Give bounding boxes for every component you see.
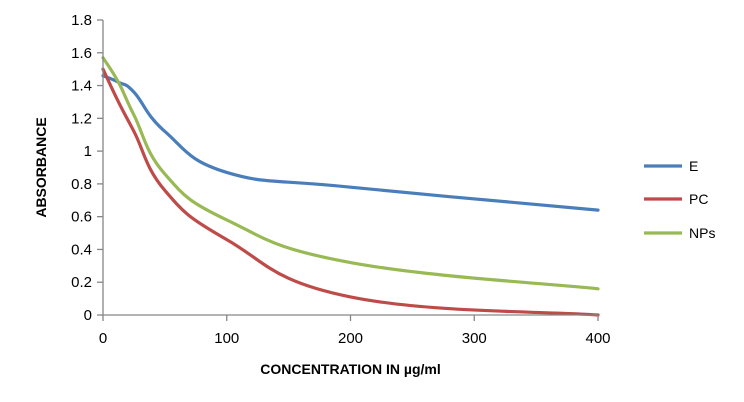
- x-tick-label: 400: [585, 330, 610, 347]
- x-tick-label: 100: [214, 330, 239, 347]
- y-tick-label: 0.2: [71, 274, 92, 291]
- y-axis-title: ABSORBANCE: [33, 117, 49, 217]
- x-axis-ticks: 0 100 200 300 400: [99, 315, 611, 347]
- y-tick-label: 1: [84, 143, 92, 160]
- legend-label-pc: PC: [689, 191, 708, 207]
- y-axis-ticks: 0 0.2 0.4 0.6 0.8 1 1.2 1.4 1.6 1.8: [71, 12, 103, 324]
- series-line-nps: [101, 56, 600, 291]
- legend-label-nps: NPs: [689, 225, 715, 241]
- x-tick-label: 0: [99, 330, 107, 347]
- y-tick-label: 0.8: [71, 176, 92, 193]
- y-tick-label: 0: [84, 307, 92, 324]
- y-tick-label: 0.4: [71, 241, 92, 258]
- plot-area: [101, 56, 600, 317]
- y-tick-label: 0.6: [71, 209, 92, 226]
- x-tick-label: 300: [462, 330, 487, 347]
- y-tick-label: 1.6: [71, 45, 92, 62]
- legend-label-e: E: [689, 158, 698, 174]
- y-tick-label: 1.4: [71, 78, 92, 95]
- series-line-pc: [101, 67, 600, 317]
- legend: E PC NPs: [644, 158, 715, 241]
- x-axis-title: CONCENTRATION IN µg/ml: [260, 361, 440, 377]
- x-tick-label: 200: [338, 330, 363, 347]
- series-line-e: [101, 74, 600, 212]
- y-tick-label: 1.2: [71, 110, 92, 127]
- y-tick-label: 1.8: [71, 12, 92, 29]
